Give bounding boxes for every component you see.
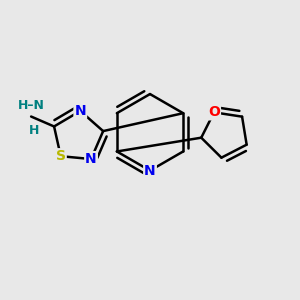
Text: N: N [85, 152, 97, 166]
Text: O: O [208, 105, 220, 119]
Text: N: N [74, 104, 86, 118]
Text: S: S [56, 149, 66, 163]
Text: H: H [29, 124, 39, 137]
Text: H–N: H–N [18, 99, 44, 112]
Text: N: N [144, 164, 156, 178]
